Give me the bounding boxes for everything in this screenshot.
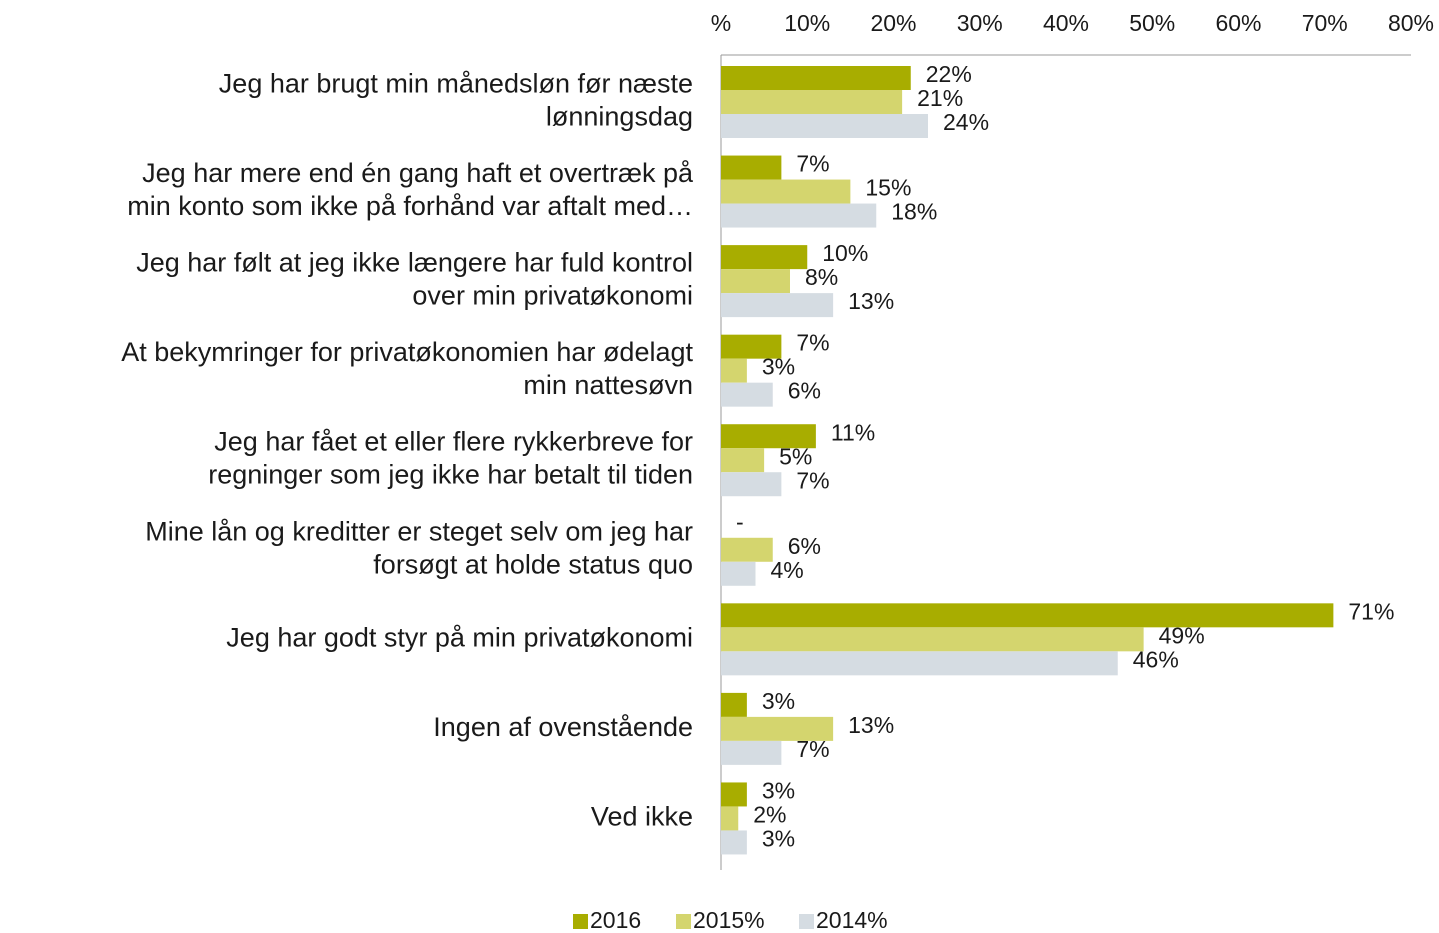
value-label: 6% <box>788 378 821 404</box>
value-label: 7% <box>796 151 829 177</box>
category-label: Jeg har godt styr på min privatøkonomi <box>226 622 693 652</box>
value-label: 7% <box>796 467 829 493</box>
legend-swatch <box>676 914 691 929</box>
bar <box>721 782 747 807</box>
legend-label: 2015% <box>693 907 765 933</box>
bar <box>721 537 773 562</box>
category-label: Jeg har brugt min månedsløn før næste løn… <box>219 69 693 132</box>
value-label: 71% <box>1348 598 1394 624</box>
category-label: Jeg har fået et eller flere rykkerbreve … <box>208 427 693 490</box>
value-label: - <box>736 509 744 535</box>
value-label: 24% <box>943 109 989 135</box>
bar <box>721 155 782 180</box>
bar <box>721 561 756 586</box>
bar <box>721 448 765 473</box>
value-label: 13% <box>848 712 894 738</box>
category-label: Ingen af ovenstående <box>433 712 693 742</box>
bar <box>721 627 1144 652</box>
legend-label: 2014% <box>816 907 888 933</box>
value-label: 49% <box>1159 622 1205 648</box>
x-tick-label: 80% <box>1388 10 1434 36</box>
bar <box>721 293 834 318</box>
x-tick-label: 10% <box>784 10 830 36</box>
bar <box>721 424 816 449</box>
legend-label: 2016 <box>590 907 641 933</box>
x-tick-label: 70% <box>1302 10 1348 36</box>
value-label: 46% <box>1133 646 1179 672</box>
value-label: 6% <box>788 533 821 559</box>
value-label: 18% <box>891 199 937 225</box>
value-label: 3% <box>762 778 795 804</box>
bar <box>721 66 911 90</box>
bar <box>721 334 782 359</box>
value-label: 3% <box>762 826 795 852</box>
bar <box>721 740 782 765</box>
x-tick-label: 60% <box>1215 10 1261 36</box>
bar <box>721 382 773 407</box>
x-tick-label: 40% <box>1043 10 1089 36</box>
category-label: Jeg har følt at jeg ikke længere har ful… <box>136 248 693 311</box>
bar <box>721 269 790 294</box>
bar <box>721 716 834 741</box>
x-tick-label: 30% <box>957 10 1003 36</box>
value-label: 22% <box>926 61 972 87</box>
bar <box>721 830 747 855</box>
bar <box>721 692 747 717</box>
value-label: 11% <box>831 419 875 445</box>
bar <box>721 203 877 228</box>
bar <box>721 245 808 270</box>
value-label: 15% <box>865 175 911 201</box>
legend-swatch <box>573 914 588 929</box>
bar <box>721 603 1334 628</box>
value-label: 8% <box>805 264 838 290</box>
value-label: 13% <box>848 288 894 314</box>
x-tick-label: 50% <box>1129 10 1175 36</box>
value-label: 4% <box>771 557 804 583</box>
bar <box>721 90 903 114</box>
value-label: 3% <box>762 688 795 714</box>
category-label: Ved ikke <box>591 802 693 832</box>
value-label: 7% <box>796 736 829 762</box>
bar <box>721 114 928 138</box>
value-label: 3% <box>762 354 795 380</box>
bar <box>721 358 747 383</box>
value-label: 21% <box>917 85 963 111</box>
bar <box>721 651 1118 676</box>
legend-swatch <box>799 914 814 929</box>
category-label: Jeg har mere end én gang haft et overtræ… <box>127 158 694 221</box>
x-tick-label: 20% <box>870 10 916 36</box>
bar <box>721 179 851 204</box>
category-label: Mine lån og kreditter er steget selv om … <box>145 516 693 579</box>
category-label: At bekymringer for privatøkonomien har ø… <box>121 337 693 400</box>
value-label: 7% <box>796 330 829 356</box>
bar <box>721 806 739 831</box>
value-label: 5% <box>779 443 812 469</box>
value-label: 10% <box>822 240 868 266</box>
x-tick-label: % <box>711 10 731 36</box>
value-label: 2% <box>753 802 786 828</box>
bar <box>721 472 782 497</box>
